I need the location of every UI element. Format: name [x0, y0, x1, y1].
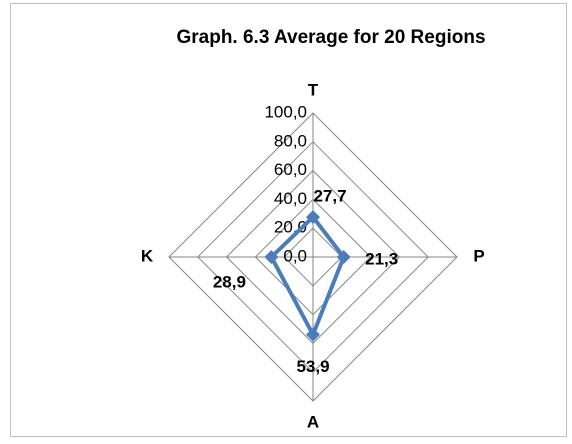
- data-label: 53,9: [296, 357, 329, 376]
- category-label: T: [308, 80, 319, 99]
- chart-title: Graph. 6.3 Average for 20 Regions: [176, 27, 485, 48]
- data-label: 28,9: [213, 272, 246, 291]
- r-tick-label: 0,0: [283, 246, 307, 265]
- category-label: P: [473, 246, 484, 265]
- chart-frame: [10, 3, 567, 437]
- category-label: A: [307, 412, 319, 431]
- r-tick-label: 100,0: [264, 102, 307, 121]
- r-tick-label: 60,0: [274, 160, 307, 179]
- r-tick-label: 80,0: [274, 131, 307, 150]
- data-label: 27,7: [313, 187, 346, 206]
- category-label: K: [141, 246, 154, 265]
- marker: [306, 327, 320, 342]
- r-tick-label: 40,0: [274, 189, 307, 208]
- data-label: 21,3: [365, 249, 398, 268]
- marker: [264, 250, 279, 264]
- marker: [336, 250, 351, 264]
- marker: [306, 210, 320, 225]
